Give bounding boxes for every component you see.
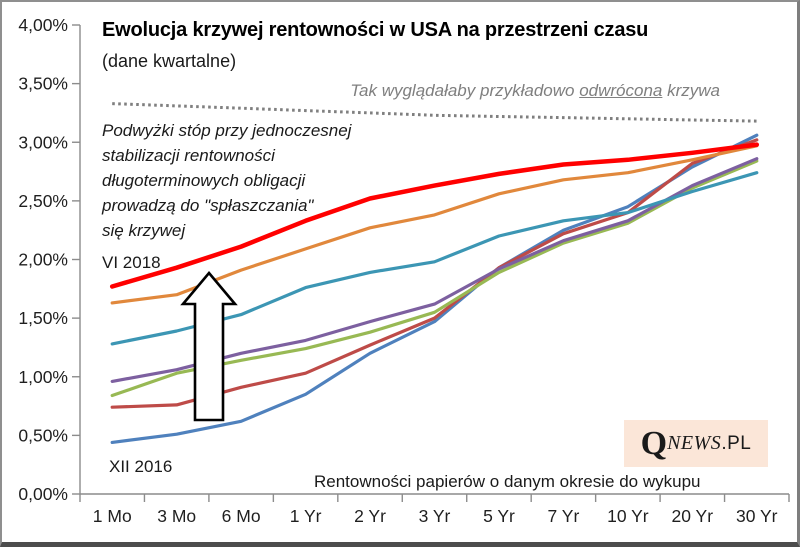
- series-line-iii-2018: [110, 144, 759, 305]
- series-line-vi-2018: [109, 142, 760, 289]
- inverted-curve-note-underlined: odwrócona: [579, 81, 663, 100]
- y-tick-label: 1,00%: [18, 367, 68, 387]
- chart-title: Ewolucja krzywej rentowności w USA na pr…: [102, 19, 649, 41]
- y-tick-label: 2,00%: [18, 250, 68, 270]
- x-tick-label: 20 Yr: [672, 506, 714, 526]
- up-arrow-icon: [180, 270, 238, 422]
- x-tick-label: 1 Yr: [290, 506, 322, 526]
- x-tick-label: 5 Yr: [483, 506, 515, 526]
- series-line-xii-2016: [110, 133, 759, 444]
- inverted-curve-note-prefix: Tak wyglądałaby przykładowo: [350, 81, 580, 100]
- qnews-logo-pl: .PL: [721, 432, 752, 454]
- y-tick-label: 0,50%: [18, 425, 68, 445]
- x-tick-label: 30 Yr: [736, 506, 778, 526]
- x-tick-label: 10 Yr: [607, 506, 649, 526]
- x-tick-label: 7 Yr: [548, 506, 580, 526]
- series-label-xii-2016: XII 2016: [109, 457, 173, 476]
- x-tick-label: 3 Mo: [157, 506, 196, 526]
- y-tick-label: 0,00%: [18, 484, 68, 504]
- qnews-logo: Q NEWS .PL: [624, 420, 768, 467]
- chart-subtitle: (dane kwartalne): [102, 51, 237, 71]
- inverted-curve-note-suffix: krzywa: [662, 81, 720, 100]
- y-tick-label: 1,50%: [18, 308, 68, 328]
- y-tick-label: 2,50%: [18, 191, 68, 211]
- x-tick-label: 3 Yr: [419, 506, 451, 526]
- y-tick-label: 4,00%: [18, 15, 68, 35]
- flattening-note: Podwyżki stóp przy jednoczesnej stabiliz…: [102, 121, 352, 240]
- series-label-vi-2018: VI 2018: [102, 253, 161, 272]
- x-tick-label: 2 Yr: [354, 506, 386, 526]
- qnews-logo-news: NEWS: [667, 432, 722, 454]
- y-tick-label: 3,00%: [18, 132, 68, 152]
- x-tick-label: 6 Mo: [222, 506, 261, 526]
- qnews-logo-q: Q: [640, 424, 668, 462]
- y-tick-label: 3,50%: [18, 74, 68, 94]
- x-tick-label: 1 Mo: [93, 506, 132, 526]
- x-axis-title: Rentowności papierów o danym okresie do …: [314, 472, 701, 491]
- inverted-curve-note: Tak wyglądałaby przykładowo odwrócona kr…: [282, 81, 720, 101]
